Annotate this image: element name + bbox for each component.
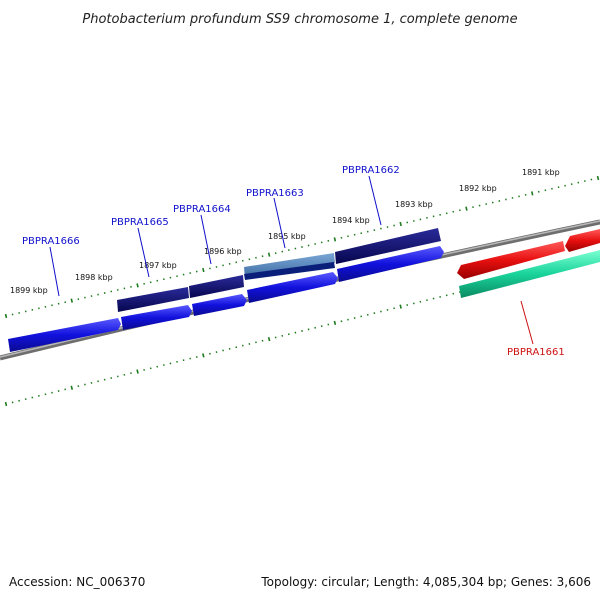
gene-label-pbpra1662[interactable]: PBPRA1662 xyxy=(342,165,400,176)
scale-label: 1891 kbp xyxy=(522,168,560,177)
major-tick xyxy=(596,175,600,181)
gene-label-pbpra1663[interactable]: PBPRA1663 xyxy=(246,188,304,199)
scale-label: 1897 kbp xyxy=(139,261,177,270)
major-tick xyxy=(202,267,205,273)
gene-arrow[interactable] xyxy=(192,294,247,316)
major-tick xyxy=(202,353,205,358)
gene-row-forward xyxy=(8,246,444,352)
major-tick xyxy=(4,313,8,319)
scale-label: 1896 kbp xyxy=(204,247,242,256)
gene-block[interactable] xyxy=(189,275,244,298)
major-tick xyxy=(267,336,271,342)
scale-label: 1892 kbp xyxy=(459,184,497,193)
major-tick xyxy=(267,252,271,257)
major-tick xyxy=(136,369,139,374)
major-tick xyxy=(465,206,468,211)
major-tick xyxy=(530,191,534,196)
gene-label-pbpra1661[interactable]: PBPRA1661 xyxy=(507,347,565,358)
scale-labels: 1899 kbp 1898 kbp 1897 kbp 1896 kbp 1895… xyxy=(10,168,560,295)
major-tick xyxy=(399,221,402,227)
gene-block[interactable] xyxy=(244,262,335,280)
major-tick xyxy=(70,385,74,390)
accession-text: Accession: NC_006370 xyxy=(9,575,145,589)
topology-summary: Topology: circular; Length: 4,085,304 bp… xyxy=(260,575,591,589)
scale-label: 1895 kbp xyxy=(268,232,306,241)
gene-row-upper xyxy=(117,228,441,312)
gene-arrow[interactable] xyxy=(8,318,121,352)
scale-ticks-upper xyxy=(4,175,600,319)
scale-label: 1894 kbp xyxy=(332,216,370,225)
map-title: Photobacterium profundum SS9 chromosome … xyxy=(82,12,517,27)
gene-arrow-teal[interactable] xyxy=(459,250,600,298)
gene-arrow-reverse[interactable] xyxy=(565,229,600,252)
gene-arrow-reverse[interactable] xyxy=(457,241,565,279)
major-tick xyxy=(399,304,402,309)
gene-block[interactable] xyxy=(117,287,189,312)
major-tick xyxy=(333,320,337,326)
gene-label-pbpra1665[interactable]: PBPRA1665 xyxy=(111,217,169,228)
gene-arrow[interactable] xyxy=(247,272,338,303)
gene-arrow[interactable] xyxy=(337,246,444,282)
gene-arrow[interactable] xyxy=(121,305,192,330)
gene-label-pbpra1666[interactable]: PBPRA1666 xyxy=(22,236,80,247)
major-tick xyxy=(4,401,8,407)
gene-label-pbpra1664[interactable]: PBPRA1664 xyxy=(173,204,231,215)
major-tick xyxy=(333,237,337,242)
scale-label: 1899 kbp xyxy=(10,286,48,295)
gene-leaders xyxy=(49,175,534,345)
gene-block[interactable] xyxy=(335,228,441,264)
major-tick xyxy=(70,298,74,303)
gene-labels: PBPRA1666 PBPRA1665 PBPRA1664 PBPRA1663 … xyxy=(22,165,565,358)
gene-row-reverse xyxy=(457,229,600,298)
scale-label: 1893 kbp xyxy=(395,200,433,209)
scale-label: 1898 kbp xyxy=(75,273,113,282)
major-tick xyxy=(136,283,139,288)
